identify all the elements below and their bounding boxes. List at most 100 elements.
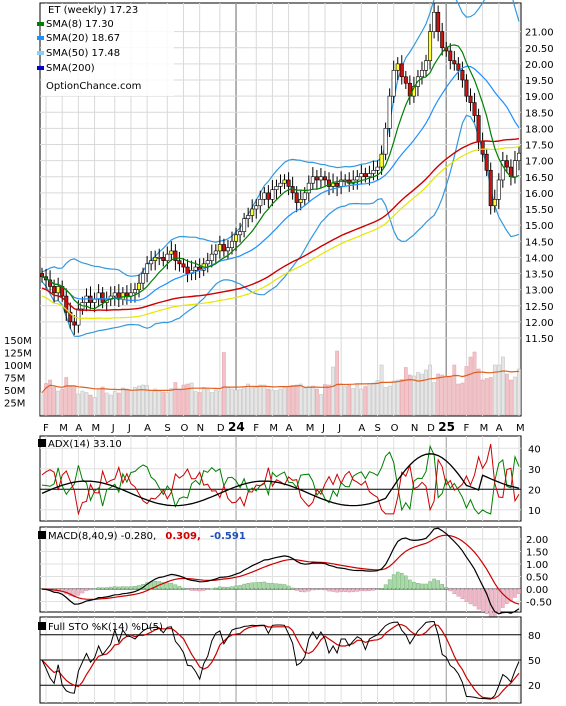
x-tick-label: A <box>286 423 293 434</box>
candle-body <box>246 215 251 219</box>
macd-histogram-bar <box>238 585 242 590</box>
volume-bar <box>181 384 186 416</box>
price-y-tick: 16.50 <box>525 173 554 184</box>
volume-bar <box>185 383 190 416</box>
macd-histogram-bar <box>234 585 238 590</box>
macd-histogram-bar <box>456 588 461 597</box>
macd-histogram-bar <box>278 583 283 590</box>
candle-body <box>387 95 392 129</box>
macd-histogram-bar <box>84 588 89 591</box>
volume-bar <box>112 391 117 416</box>
volume-bar <box>218 390 222 416</box>
macd-histogram-bar <box>319 588 323 590</box>
volume-bar <box>509 379 513 416</box>
candle-body <box>476 115 481 142</box>
candle-body <box>234 234 239 242</box>
macd-histogram-bar <box>129 586 133 590</box>
candle-body <box>238 231 243 236</box>
candle-body <box>306 182 311 194</box>
x-tick-label: A <box>144 423 151 434</box>
x-tick-label: M <box>480 423 489 434</box>
volume-bar <box>339 383 343 416</box>
macd-histogram-bar <box>391 574 396 590</box>
price-y-tick: 19.00 <box>525 92 554 103</box>
macd-histogram-bar <box>246 583 250 590</box>
band-upper-line <box>41 0 520 277</box>
volume-bar <box>242 386 246 416</box>
macd-histogram-bar <box>399 572 404 590</box>
legend-sma20: SMA(20) 18.67 <box>46 33 120 44</box>
volume-bar <box>343 386 348 416</box>
x-tick-label: J <box>337 423 341 434</box>
macd-histogram-bar <box>242 583 246 590</box>
candle-body <box>488 170 493 207</box>
volume-bar <box>500 356 505 416</box>
price-y-tick: 16.00 <box>525 189 554 200</box>
volume-bar <box>250 386 255 416</box>
macd-histogram-bar <box>153 581 157 590</box>
macd-histogram-bar <box>420 583 424 590</box>
macd-y-tick: 0.50 <box>526 573 548 584</box>
candle-body <box>343 179 348 182</box>
sto-y-tick: 80 <box>528 631 541 642</box>
macd-histogram-bar <box>161 582 166 590</box>
legend-swatch-sma200 <box>37 66 44 70</box>
macd-hist-value: -0.591 <box>210 531 246 542</box>
volume-bar <box>456 383 461 416</box>
macd-histogram-bar <box>254 582 259 590</box>
candle-body <box>460 70 465 81</box>
x-tick-label: M <box>59 423 68 434</box>
x-tick-label: M <box>516 423 525 434</box>
macd-histogram-bar <box>72 588 77 598</box>
watermark: OptionChance.com <box>46 81 141 92</box>
volume-bar <box>496 364 501 416</box>
volume-bar <box>116 392 121 416</box>
macd-label: MACD(8,40,9) -0.280, <box>48 531 156 542</box>
macd-histogram-bar <box>165 582 170 590</box>
volume-bar <box>424 369 428 416</box>
volume-bar <box>448 377 453 416</box>
volume-bar <box>226 387 230 416</box>
price-y-tick: 13.00 <box>525 286 554 297</box>
volume-bar <box>254 387 259 416</box>
x-tick-label: J <box>127 423 131 434</box>
candle-body <box>363 173 368 178</box>
x-tick-label: O <box>391 423 399 434</box>
volume-bar <box>157 390 162 416</box>
candle-body <box>92 298 97 303</box>
macd-histogram-bar <box>408 579 412 590</box>
candle-body <box>221 244 226 252</box>
candle-body <box>250 208 255 216</box>
candle-body <box>464 79 469 97</box>
candle-body <box>266 192 271 200</box>
x-tick-label: D <box>427 423 435 434</box>
macd-histogram-bar <box>266 582 271 590</box>
candle-body <box>225 247 230 252</box>
macd-y-tick: -0.50 <box>526 598 552 609</box>
volume-bar <box>347 384 352 416</box>
volume-bar <box>513 376 517 416</box>
candle-body <box>355 176 360 181</box>
candle-body <box>516 152 521 161</box>
macd-histogram-bar <box>88 588 93 591</box>
volume-bar <box>331 366 335 416</box>
adx-line <box>41 453 520 507</box>
adx-y-tick: 30 <box>528 465 541 476</box>
macd-histogram-bar <box>428 581 432 590</box>
macd-histogram-bar <box>290 587 295 590</box>
candle-body <box>124 292 129 297</box>
candle-body <box>500 160 505 181</box>
volume-bar <box>298 383 303 416</box>
candle-body <box>424 60 429 71</box>
x-tick-label: F <box>253 423 259 434</box>
volume-bar <box>306 386 311 416</box>
candle-body <box>185 266 190 274</box>
macd-y-tick: 0.00 <box>526 585 548 596</box>
macd-histogram-bar <box>323 588 327 591</box>
candle-body <box>112 292 117 297</box>
macd-histogram-bar <box>383 584 388 590</box>
macd-histogram-bar <box>214 587 218 590</box>
volume-bar <box>92 397 97 416</box>
macd-histogram-bar <box>331 588 335 592</box>
